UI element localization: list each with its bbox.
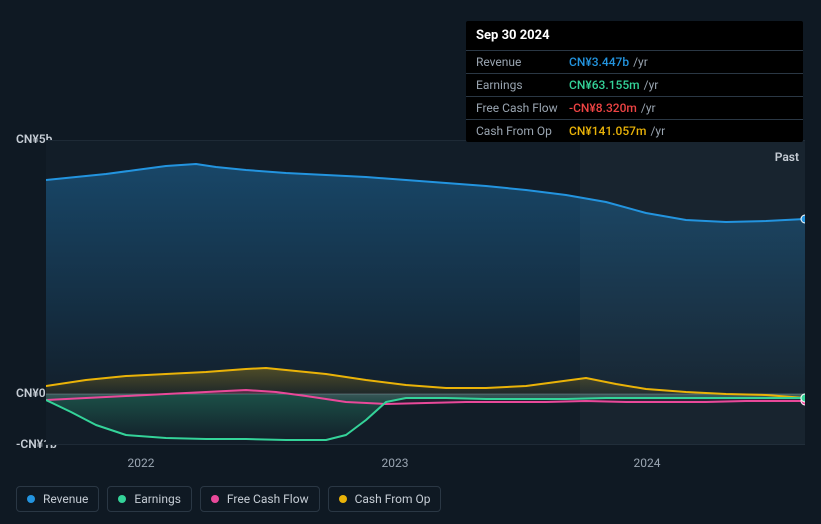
tooltip-row-unit: /yr <box>641 101 656 115</box>
legend-dot-icon <box>118 495 126 503</box>
x-axis-label: 2024 <box>634 456 661 470</box>
x-axis-label: 2023 <box>382 456 409 470</box>
tooltip-row-label: Free Cash Flow <box>476 101 569 115</box>
legend-label: Free Cash Flow <box>227 492 309 506</box>
tooltip-row-value: CN¥3.447b <box>569 55 629 69</box>
legend-dot-icon <box>211 495 219 503</box>
tooltip-row: Free Cash Flow-CN¥8.320m/yr <box>466 96 803 119</box>
x-axis-label: 2022 <box>128 456 155 470</box>
tooltip-row: Cash From OpCN¥141.057m/yr <box>466 119 803 142</box>
tooltip-row-unit: /yr <box>644 78 659 92</box>
legend: Revenue Earnings Free Cash Flow Cash From O… <box>16 486 441 512</box>
legend-item[interactable]: Free Cash Flow <box>200 486 320 512</box>
tooltip-row: EarningsCN¥63.155m/yr <box>466 73 803 96</box>
tooltip-row-label: Revenue <box>476 55 569 69</box>
data-tooltip: Sep 30 2024 RevenueCN¥3.447b/yrEarningsC… <box>466 21 803 142</box>
y-axis-label: CN¥0 <box>16 386 46 400</box>
legend-item[interactable]: Cash From Op <box>328 486 442 512</box>
chart-plot[interactable] <box>46 140 805 445</box>
legend-dot-icon <box>27 495 35 503</box>
legend-dot-icon <box>339 495 347 503</box>
past-label: Past <box>775 150 799 164</box>
chart-container: CN¥5bCN¥0-CN¥1b Past 202220232024 <box>16 120 805 470</box>
tooltip-row-value: CN¥63.155m <box>569 78 640 92</box>
tooltip-row-unit: /yr <box>650 124 665 138</box>
tooltip-row-label: Earnings <box>476 78 569 92</box>
legend-label: Cash From Op <box>355 492 431 506</box>
tooltip-row: RevenueCN¥3.447b/yr <box>466 50 803 73</box>
legend-item[interactable]: Revenue <box>16 486 99 512</box>
legend-item[interactable]: Earnings <box>107 486 192 512</box>
tooltip-date: Sep 30 2024 <box>466 21 803 50</box>
tooltip-row-unit: /yr <box>633 55 648 69</box>
tooltip-row-value: -CN¥8.320m <box>569 101 637 115</box>
legend-label: Earnings <box>134 492 181 506</box>
legend-label: Revenue <box>43 492 88 506</box>
tooltip-row-value: CN¥141.057m <box>569 124 646 138</box>
tooltip-row-label: Cash From Op <box>476 124 569 138</box>
